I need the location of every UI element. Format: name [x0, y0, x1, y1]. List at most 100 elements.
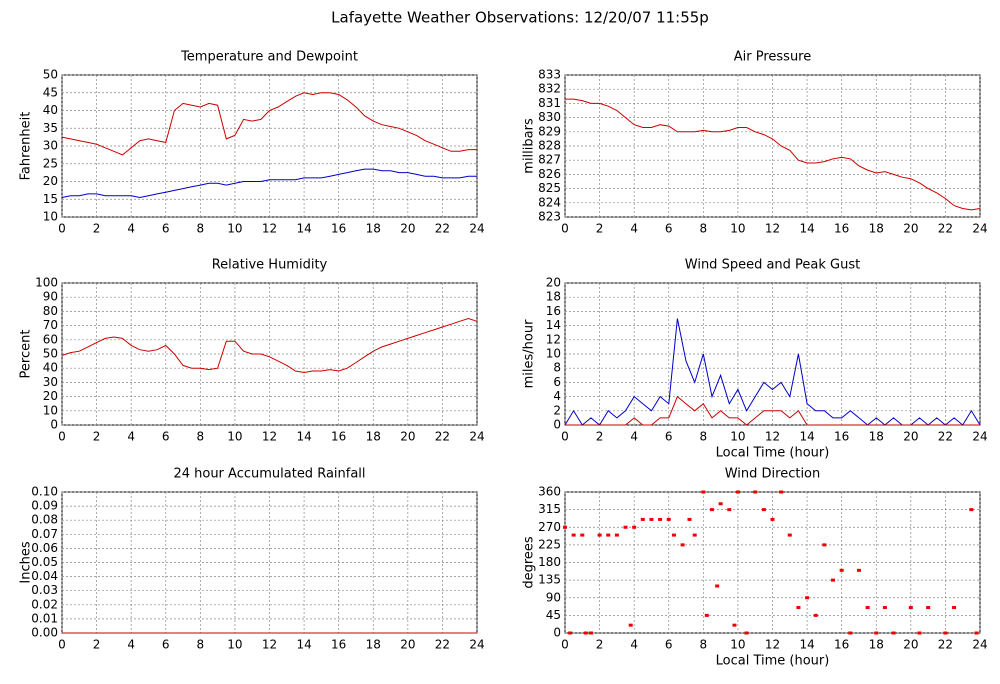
- chart-title: Relative Humidity: [212, 258, 328, 273]
- x-tick-label: 4: [127, 430, 135, 444]
- y-tick-label: 90: [546, 590, 561, 604]
- y-tick-label: 45: [546, 608, 561, 622]
- y-tick-label: 827: [538, 153, 561, 167]
- data-point: [926, 606, 931, 610]
- chart-title: Wind Direction: [725, 467, 821, 482]
- data-point: [770, 517, 775, 521]
- x-tick-label: 8: [700, 222, 708, 236]
- y-axis-label: Fahrenheit: [19, 112, 34, 181]
- x-tick-label: 4: [630, 430, 638, 444]
- data-point: [796, 606, 801, 610]
- x-tick-label: 2: [93, 222, 101, 236]
- x-tick-label: 14: [296, 638, 311, 652]
- y-tick-label: 50: [43, 347, 58, 361]
- data-point: [580, 533, 585, 537]
- y-tick-label: 2: [553, 403, 561, 417]
- data-point: [704, 613, 709, 617]
- x-tick-label: 10: [227, 222, 242, 236]
- x-tick-label: 2: [596, 430, 604, 444]
- y-tick-label: 30: [43, 139, 58, 153]
- y-axis-label: Inches: [19, 541, 34, 583]
- x-tick-label: 10: [227, 430, 242, 444]
- y-tick-label: 0.06: [31, 541, 58, 555]
- x-tick-label: 0: [58, 430, 66, 444]
- data-point: [779, 490, 784, 494]
- x-tick-label: 18: [366, 638, 381, 652]
- data-point: [671, 533, 676, 537]
- y-tick-label: 0: [50, 418, 58, 432]
- y-tick-label: 832: [538, 82, 561, 96]
- x-tick-label: 8: [197, 430, 205, 444]
- data-point: [680, 543, 685, 547]
- chart-title: Wind Speed and Peak Gust: [685, 258, 860, 273]
- x-tick-label: 10: [730, 222, 745, 236]
- data-point: [583, 631, 588, 635]
- data-point: [822, 543, 827, 547]
- x-tick-label: 24: [469, 638, 484, 652]
- y-axis-label: Percent: [19, 330, 34, 379]
- y-tick-label: 0.10: [31, 485, 58, 499]
- data-point: [597, 533, 602, 537]
- x-axis-label: Local Time (hour): [716, 446, 830, 461]
- y-tick-label: 833: [538, 68, 561, 82]
- x-tick-label: 24: [972, 638, 987, 652]
- x-tick-label: 16: [331, 638, 346, 652]
- y-tick-label: 823: [538, 210, 561, 224]
- y-tick-label: 90: [43, 290, 58, 304]
- y-tick-label: 824: [538, 195, 561, 209]
- y-tick-label: 40: [43, 361, 58, 375]
- y-tick-label: 4: [553, 389, 561, 403]
- x-tick-label: 6: [162, 430, 170, 444]
- data-point: [588, 631, 593, 635]
- x-tick-label: 8: [700, 430, 708, 444]
- y-axis-label: millibars: [522, 118, 537, 174]
- x-tick-label: 18: [869, 222, 884, 236]
- x-tick-label: 24: [469, 430, 484, 444]
- data-point: [687, 517, 692, 521]
- x-tick-label: 4: [630, 222, 638, 236]
- y-tick-label: 40: [43, 103, 58, 117]
- x-tick-label: 14: [799, 222, 814, 236]
- x-tick-label: 20: [903, 430, 918, 444]
- x-tick-label: 10: [227, 638, 242, 652]
- data-point: [952, 606, 957, 610]
- x-tick-label: 6: [665, 430, 673, 444]
- data-point: [761, 508, 766, 512]
- x-tick-label: 14: [296, 430, 311, 444]
- data-line: [61, 168, 477, 199]
- y-tick-label: 825: [538, 181, 561, 195]
- data-point: [628, 623, 633, 627]
- data-point: [805, 596, 810, 600]
- data-point: [974, 631, 979, 635]
- data-point: [969, 508, 974, 512]
- x-tick-label: 4: [127, 222, 135, 236]
- y-tick-label: 15: [43, 192, 58, 206]
- y-tick-label: 225: [538, 537, 561, 551]
- x-tick-label: 16: [834, 430, 849, 444]
- y-tick-label: 0.07: [31, 527, 58, 541]
- y-tick-label: 360: [538, 485, 561, 499]
- y-tick-label: 20: [546, 276, 561, 290]
- y-tick-label: 30: [43, 375, 58, 389]
- data-point: [563, 525, 567, 529]
- x-axis-label: Local Time (hour): [716, 654, 830, 669]
- data-point: [727, 508, 732, 512]
- x-tick-label: 22: [938, 222, 953, 236]
- y-tick-label: 315: [538, 502, 561, 516]
- y-tick-label: 0: [553, 626, 561, 640]
- x-tick-label: 24: [469, 222, 484, 236]
- x-tick-label: 2: [93, 430, 101, 444]
- x-tick-label: 20: [400, 430, 415, 444]
- y-tick-label: 100: [35, 276, 58, 290]
- y-tick-label: 830: [538, 110, 561, 124]
- x-tick-label: 16: [331, 430, 346, 444]
- y-tick-label: 45: [43, 85, 58, 99]
- x-tick-label: 14: [296, 222, 311, 236]
- y-tick-label: 6: [553, 375, 561, 389]
- x-tick-label: 20: [903, 222, 918, 236]
- y-tick-label: 18: [546, 290, 561, 304]
- x-tick-label: 2: [596, 638, 604, 652]
- data-line: [565, 98, 981, 211]
- data-point: [943, 631, 948, 635]
